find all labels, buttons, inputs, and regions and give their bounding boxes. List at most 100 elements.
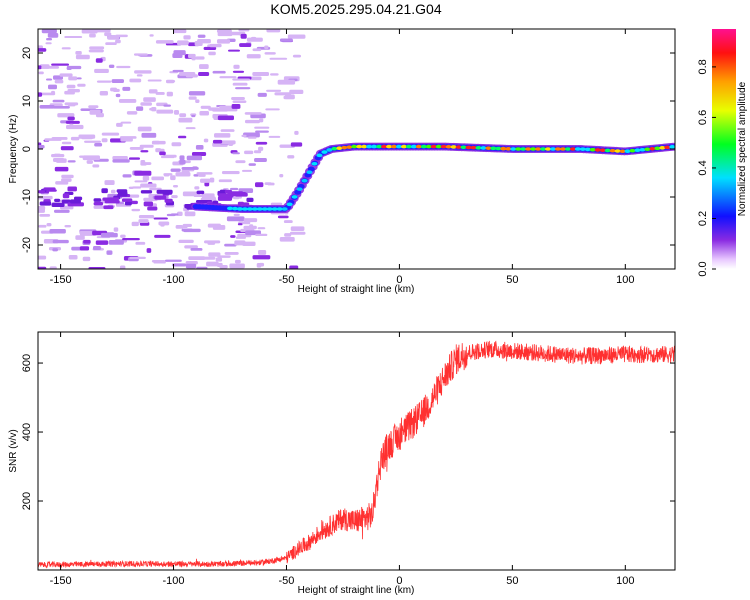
spectrogram-noise-blob <box>136 74 143 77</box>
spectrogram-noise-blob <box>264 45 269 50</box>
spectrogram-ridge-peak <box>256 207 263 211</box>
spectrogram-noise-blob <box>43 187 56 191</box>
spectrogram-noise-blob <box>155 40 174 44</box>
spectrogram-x-tick-label: 0 <box>396 274 402 286</box>
spectrogram-x-label: Height of straight line (km) <box>298 284 415 295</box>
spectrogram-noise-blob <box>124 201 132 206</box>
spectrogram-noise-blob <box>287 155 295 159</box>
spectrogram-noise-blob <box>117 191 128 197</box>
spectrogram-noise-blob <box>284 233 292 237</box>
spectrogram-noise-blob <box>283 95 295 100</box>
spectrogram-noise-blob <box>248 163 256 166</box>
spectrogram-ridge-peak <box>445 144 452 149</box>
spectrogram-noise-blob <box>232 82 248 86</box>
spectrogram-ridge-peak <box>291 195 298 199</box>
spectrogram-noise-blob <box>134 180 148 183</box>
spectrogram-noise-blob <box>255 233 268 237</box>
spectrogram-ridge-peak <box>644 147 651 152</box>
spectrogram-noise-blob <box>38 224 47 228</box>
spectrogram-noise-blob <box>217 39 231 44</box>
spectrogram-noise-blob <box>250 113 266 119</box>
spectrogram-x-tick-label: -150 <box>50 274 72 286</box>
spectrogram-noise-blob <box>48 84 57 90</box>
spectrogram-ridge-peak <box>361 144 368 149</box>
spectrogram-ridge-peak <box>311 161 318 166</box>
spectrogram-noise-blob <box>51 202 65 208</box>
spectrogram-noise-blob <box>122 86 131 91</box>
spectrogram-noise-blob <box>70 199 81 204</box>
spectrogram-noise-blob <box>193 174 199 177</box>
spectrogram-noise-blob <box>122 237 140 241</box>
spectrogram-noise-blob <box>52 105 70 109</box>
spectrogram-noise-blob <box>141 132 157 138</box>
spectrogram-noise-blob <box>178 239 194 244</box>
spectrogram-noise-blob <box>146 248 152 253</box>
colorbar-tick-label: 0.8 <box>697 59 709 74</box>
spectrogram-noise-blob <box>277 215 289 219</box>
spectrogram-y-ticks: -20 -10 0 10 20 <box>21 47 675 253</box>
snr-x-tick-label: -150 <box>50 575 72 587</box>
spectrogram-noise-blob <box>133 53 148 56</box>
spectrogram-ridge-peak <box>589 147 596 152</box>
spectrogram-ridge-peak <box>664 145 671 150</box>
spectrogram-noise-blob <box>74 196 83 201</box>
spectrogram-ridge-peak <box>654 146 661 151</box>
spectrogram-noise-blob <box>67 116 75 121</box>
spectrogram-noise-blob <box>96 80 112 83</box>
spectrogram-noise-blob <box>198 72 210 76</box>
spectrogram-ridge-peak <box>301 178 308 183</box>
spectrogram-noise-blob <box>38 190 46 194</box>
spectrogram-noise-blob <box>61 141 72 145</box>
spectrogram-noise-blob <box>188 256 206 260</box>
spectrogram-noise-blob <box>108 64 115 69</box>
spectrogram-noise-blob <box>224 189 233 194</box>
spectrogram-noise-blob <box>164 198 173 203</box>
spectrogram-ridge-peak <box>649 146 656 151</box>
spectrogram-ridge-peak <box>510 147 517 151</box>
spectrogram-noise-blob <box>131 221 139 227</box>
colorbar: 0.0 0.2 0.4 0.6 0.8 Normalized spectral ampl… <box>697 29 748 277</box>
spectrogram-noise-blob <box>52 239 69 244</box>
spectrogram-noise-blob <box>170 213 179 216</box>
spectrogram-noise-blob <box>259 118 264 123</box>
spectrogram-noise-blob <box>257 92 267 97</box>
spectrogram-noise-blob <box>82 256 91 262</box>
spectrogram-noise-blob <box>277 79 296 85</box>
spectrogram-noise-blob <box>104 200 120 204</box>
spectrogram-noise-blob <box>55 181 69 185</box>
spectrogram-noise-blob <box>183 35 191 40</box>
spectrogram-noise-blob <box>65 120 80 124</box>
spectrogram-noise-blob <box>115 93 121 98</box>
spectrogram-noise-blob <box>241 134 247 138</box>
spectrogram-noise-blob <box>47 32 59 38</box>
spectrogram-ridge-peak <box>634 148 641 153</box>
spectrogram-noise-blob <box>54 166 69 172</box>
colorbar-tick-label: 0.2 <box>697 211 709 226</box>
spectrogram-noise-blob <box>134 70 152 74</box>
spectrogram-noise-blob <box>235 87 251 90</box>
spectrogram-noise-blob <box>59 73 73 77</box>
spectrogram-ridge-peak <box>659 146 666 150</box>
spectrogram-noise-blob <box>89 109 101 115</box>
spectrogram-noise-blob <box>95 58 103 63</box>
spectrogram-noise-blob <box>140 102 152 106</box>
spectrogram-noise-blob <box>253 150 262 154</box>
spectrogram-noise-blob <box>219 76 237 79</box>
spectrogram-ridge-peak <box>410 144 417 149</box>
spectrogram-noise-blob <box>195 99 200 103</box>
spectrogram-noise-blob <box>188 91 206 96</box>
spectrogram-noise-blob <box>39 201 52 206</box>
spectrogram-noise-blob <box>104 32 112 37</box>
spectrogram-noise-blob <box>111 79 125 83</box>
spectrogram-ridge-peak <box>545 147 552 151</box>
spectrogram-noise-blob <box>257 227 266 230</box>
spectrogram-noise-blob <box>103 205 114 210</box>
spectrogram-noise-blob <box>195 56 205 60</box>
spectrogram-noise-blob <box>79 246 90 251</box>
colorbar-label: Normalized spectral amplitude <box>737 81 748 216</box>
spectrogram-noise-blob <box>51 63 70 66</box>
spectrogram-noise-blob <box>173 29 187 34</box>
spectrogram-noise-blob <box>258 262 265 267</box>
spectrogram-noise-blob <box>185 263 197 269</box>
spectrogram-noise-blob <box>39 104 55 109</box>
